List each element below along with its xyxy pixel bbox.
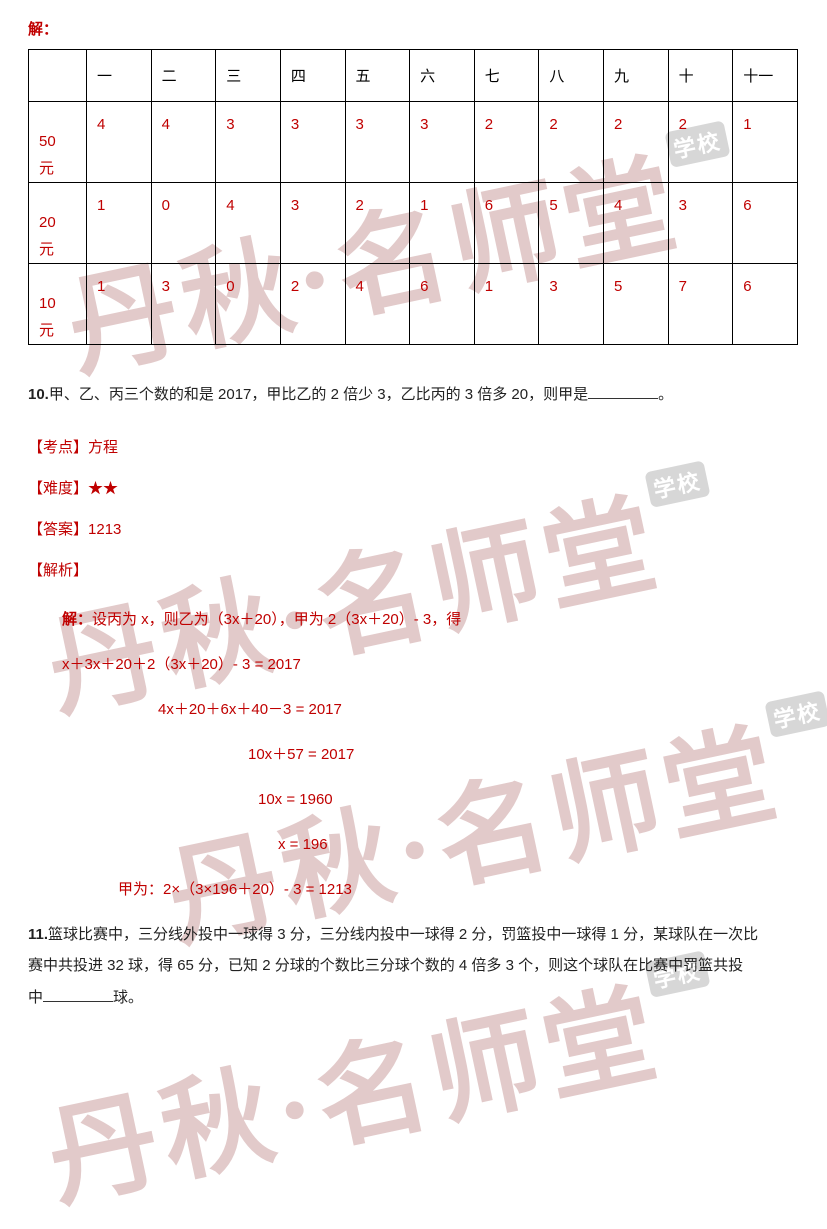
table-cell: 3 — [216, 102, 281, 183]
question-11: 11.篮球比赛中，三分线外投中一球得 3 分，三分线内投中一球得 2 分，罚篮投… — [28, 919, 799, 1014]
table-cell: 0 — [151, 183, 216, 264]
table-header: 八 — [539, 50, 604, 102]
q11-blank — [43, 987, 113, 1002]
table-cell: 7 — [668, 264, 733, 345]
table-cell: 4 — [87, 102, 152, 183]
table-cell: 6 — [474, 183, 539, 264]
table-corner — [29, 50, 87, 102]
kaodian-value: 方程 — [88, 439, 118, 456]
table-cell: 1 — [410, 183, 475, 264]
table-cell: 4 — [345, 264, 410, 345]
sol-line4: 10x＋57 = 2017 — [248, 735, 799, 774]
table-cell: 6 — [733, 264, 798, 345]
sol-line7: 甲为：2×（3×196＋20）- 3 = 1213 — [118, 870, 799, 909]
table-cell: 6 — [733, 183, 798, 264]
table-cell: 1 — [474, 264, 539, 345]
kaodian-label: 【考点】 — [28, 439, 88, 456]
jiexi-tag: 【解析】 — [28, 559, 799, 580]
table-cell: 2 — [474, 102, 539, 183]
table-cell: 4 — [216, 183, 281, 264]
table-cell: 3 — [151, 264, 216, 345]
table-cell: 3 — [539, 264, 604, 345]
q10-solution: 解：设丙为 x，则乙为（3x＋20），甲为 2（3x＋20）- 3，得 x＋3x… — [28, 600, 799, 909]
sol-line2: x＋3x＋20＋2（3x＋20）- 3 = 2017 — [62, 645, 799, 684]
table-header: 一 — [87, 50, 152, 102]
q10-text-a: 甲、乙、丙三个数的和是 2017，甲比乙的 2 倍少 3，乙比丙的 3 倍多 2… — [49, 386, 588, 403]
table-cell: 2 — [539, 102, 604, 183]
table-header: 五 — [345, 50, 410, 102]
table-header: 十 — [668, 50, 733, 102]
kaodian-tag: 【考点】方程 — [28, 436, 799, 457]
table-cell: 3 — [410, 102, 475, 183]
table-header: 九 — [604, 50, 669, 102]
table-cell: 2 — [345, 183, 410, 264]
table-cell: 3 — [668, 183, 733, 264]
daan-tag: 【答案】1213 — [28, 518, 799, 539]
question-10: 10.甲、乙、丙三个数的和是 2017，甲比乙的 2 倍少 3，乙比丙的 3 倍… — [28, 381, 799, 410]
nandu-value: ★★ — [88, 480, 118, 497]
table-cell: 1 — [733, 102, 798, 183]
q11-text-b: 赛中共投进 32 球，得 65 分，已知 2 分球的个数比三分球个数的 4 倍多… — [28, 957, 743, 974]
table-cell: 4 — [151, 102, 216, 183]
table-cell: 3 — [345, 102, 410, 183]
table-header: 七 — [474, 50, 539, 102]
table-header: 四 — [280, 50, 345, 102]
table-header: 六 — [410, 50, 475, 102]
table-cell: 2 — [280, 264, 345, 345]
table-cell: 3 — [280, 102, 345, 183]
jiexi-label: 【解析】 — [28, 562, 88, 579]
daan-value: 1213 — [88, 521, 121, 538]
table-cell: 1 — [87, 264, 152, 345]
solution-label: 解： — [28, 18, 799, 39]
daan-label: 【答案】 — [28, 521, 88, 538]
table-cell: 6 — [410, 264, 475, 345]
sol-line6: x = 196 — [278, 825, 799, 864]
sol-line5: 10x = 1960 — [258, 780, 799, 819]
table-cell: 5 — [604, 264, 669, 345]
sol-line1: 设丙为 x，则乙为（3x＋20），甲为 2（3x＋20）- 3，得 — [92, 611, 461, 628]
nandu-tag: 【难度】★★ — [28, 477, 799, 498]
table-cell: 4 — [604, 183, 669, 264]
table-header: 十一 — [733, 50, 798, 102]
q10-text-b: 。 — [658, 386, 673, 403]
sol-jie-label: 解： — [62, 611, 92, 628]
sol-line3: 4x＋20＋6x＋40－3 = 2017 — [158, 690, 799, 729]
table-cell: 0 — [216, 264, 281, 345]
q10-blank — [588, 384, 658, 399]
q10-number: 10. — [28, 386, 49, 403]
table-cell: 2 — [604, 102, 669, 183]
money-table: 一二三四五六七八九十十一50 元4433332222120 元104321654… — [28, 49, 798, 345]
q11-text-c-pre: 中 — [28, 989, 43, 1006]
nandu-label: 【难度】 — [28, 480, 88, 497]
table-cell: 5 — [539, 183, 604, 264]
table-header: 二 — [151, 50, 216, 102]
table-row-label: 20 元 — [29, 183, 87, 264]
table-cell: 3 — [280, 183, 345, 264]
q11-number: 11. — [28, 926, 48, 943]
table-header: 三 — [216, 50, 281, 102]
q11-text-c-post: 球。 — [113, 989, 143, 1006]
table-cell: 2 — [668, 102, 733, 183]
q11-text-a: 篮球比赛中，三分线外投中一球得 3 分，三分线内投中一球得 2 分，罚篮投中一球… — [48, 926, 758, 943]
table-row-label: 50 元 — [29, 102, 87, 183]
table-cell: 1 — [87, 183, 152, 264]
table-row-label: 10 元 — [29, 264, 87, 345]
